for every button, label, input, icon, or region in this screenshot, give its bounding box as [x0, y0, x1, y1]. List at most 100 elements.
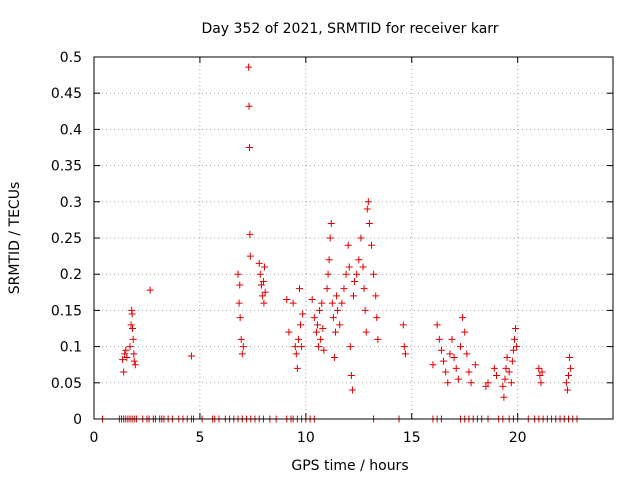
data-point	[261, 263, 269, 271]
data-point	[338, 299, 346, 307]
data-point	[120, 368, 128, 376]
data-point	[463, 350, 471, 358]
data-point	[507, 379, 515, 387]
data-point	[503, 353, 511, 361]
data-point	[442, 368, 450, 376]
data-point	[373, 314, 381, 322]
data-point	[246, 230, 254, 238]
x-tick-label: 20	[509, 430, 527, 446]
data-point	[567, 364, 575, 372]
data-point	[433, 321, 441, 329]
data-point	[562, 379, 570, 387]
data-point	[187, 352, 195, 360]
data-point	[355, 256, 363, 264]
data-point	[325, 256, 333, 264]
data-point	[484, 379, 492, 387]
data-point	[440, 357, 448, 365]
data-point	[283, 296, 291, 304]
data-point	[330, 353, 338, 361]
data-point	[308, 296, 316, 304]
data-point	[285, 328, 293, 336]
data-point	[437, 346, 445, 354]
data-point	[509, 346, 517, 354]
data-point	[336, 321, 344, 329]
data-point	[362, 328, 370, 336]
y-tick-label: 0.1	[60, 340, 82, 356]
data-point	[323, 285, 331, 293]
data-point	[347, 372, 355, 380]
data-point	[130, 357, 138, 365]
data-point	[126, 343, 134, 351]
y-axis-label: SRMTID / TECUs	[7, 182, 23, 295]
data-point	[334, 306, 342, 314]
chart-title: Day 352 of 2021, SRMTID for receiver kar…	[201, 21, 498, 37]
x-tick-label: 0	[90, 430, 99, 446]
data-point	[318, 299, 326, 307]
data-point	[465, 368, 473, 376]
data-point	[320, 346, 328, 354]
data-point	[129, 325, 137, 332]
data-point	[537, 379, 545, 387]
data-point	[505, 368, 513, 376]
data-point	[353, 270, 361, 278]
data-point	[315, 343, 323, 351]
data-point	[345, 263, 353, 271]
data-point	[344, 241, 352, 249]
data-point	[256, 270, 264, 278]
data-point	[501, 375, 509, 383]
data-point	[257, 281, 265, 289]
data-point	[121, 350, 129, 358]
data-point	[259, 277, 267, 285]
y-tick-label: 0.2	[60, 267, 82, 283]
data-point	[237, 335, 245, 343]
data-point	[566, 353, 574, 361]
data-point	[535, 364, 543, 372]
data-point	[129, 335, 137, 343]
data-point	[499, 382, 507, 390]
data-point	[459, 314, 467, 322]
data-point	[295, 285, 303, 293]
data-point	[326, 234, 334, 242]
data-point	[131, 361, 139, 369]
data-point	[363, 205, 371, 213]
data-point	[236, 281, 244, 289]
data-point	[374, 335, 382, 343]
data-point	[245, 102, 253, 110]
data-point	[331, 328, 339, 336]
data-point	[492, 372, 500, 380]
data-point	[508, 357, 516, 365]
data-point	[333, 292, 341, 300]
data-point	[361, 306, 369, 314]
data-point	[294, 335, 302, 343]
data-point	[450, 353, 458, 361]
data-point	[429, 361, 437, 369]
data-point	[563, 386, 571, 394]
data-point	[324, 270, 332, 278]
data-point	[502, 364, 510, 372]
data-point	[130, 350, 138, 358]
data-point	[512, 325, 520, 332]
data-point	[317, 335, 325, 343]
data-point	[236, 314, 244, 322]
data-point	[260, 299, 268, 307]
data-point	[513, 343, 521, 351]
data-point	[538, 368, 546, 376]
data-point	[565, 372, 573, 380]
y-tick-label: 0.5	[60, 50, 82, 66]
x-tick-label: 10	[297, 430, 315, 446]
data-point	[368, 241, 376, 249]
y-tick-label: 0.4	[60, 122, 82, 138]
data-point	[127, 321, 135, 329]
data-point	[292, 350, 300, 358]
data-point	[357, 234, 365, 242]
data-point	[329, 314, 337, 322]
data-point	[316, 306, 324, 314]
data-point	[446, 350, 454, 358]
data-point	[471, 361, 479, 369]
data-point	[360, 285, 368, 293]
data-point	[299, 310, 307, 318]
y-tick-label: 0.25	[51, 231, 82, 247]
y-tick-label: 0.45	[51, 86, 82, 102]
data-point	[310, 314, 318, 322]
